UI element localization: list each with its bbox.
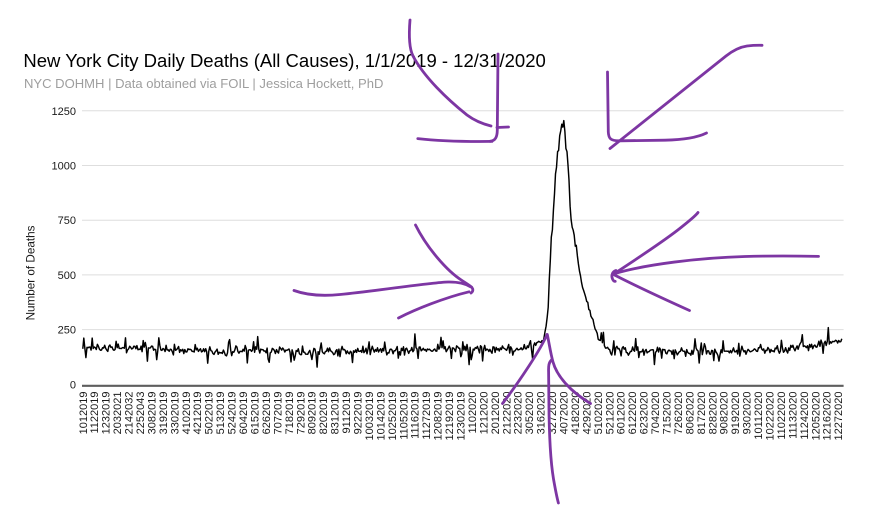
svg-text:11052019: 11052019 bbox=[398, 392, 410, 440]
svg-text:3162020: 3162020 bbox=[536, 392, 548, 435]
svg-text:6042019: 6042019 bbox=[238, 392, 250, 435]
svg-text:2232020: 2232020 bbox=[513, 392, 525, 435]
svg-text:10142019: 10142019 bbox=[375, 392, 387, 441]
svg-text:9192020: 9192020 bbox=[730, 392, 742, 435]
svg-text:1102020: 1102020 bbox=[467, 392, 479, 434]
svg-text:1000: 1000 bbox=[52, 161, 76, 173]
svg-text:7262020: 7262020 bbox=[673, 392, 685, 435]
svg-text:8282020: 8282020 bbox=[707, 392, 719, 435]
svg-text:12272020: 12272020 bbox=[833, 392, 845, 441]
svg-text:8092019: 8092019 bbox=[307, 392, 319, 435]
svg-text:7292019: 7292019 bbox=[295, 392, 307, 435]
svg-text:9082020: 9082020 bbox=[719, 392, 731, 435]
svg-text:750: 750 bbox=[58, 215, 76, 227]
svg-text:10112020: 10112020 bbox=[753, 392, 765, 440]
svg-text:NYC DOHMH | Data obtained via: NYC DOHMH | Data obtained via FOIL | Jes… bbox=[24, 76, 383, 91]
svg-text:6012020: 6012020 bbox=[616, 392, 628, 435]
svg-text:5132019: 5132019 bbox=[215, 392, 227, 435]
svg-text:6122020: 6122020 bbox=[627, 392, 639, 435]
svg-text:3052020: 3052020 bbox=[524, 392, 536, 435]
svg-text:11242020: 11242020 bbox=[799, 392, 811, 440]
svg-text:250: 250 bbox=[58, 325, 76, 337]
svg-text:2142032: 2142032 bbox=[124, 392, 136, 435]
svg-text:3302019: 3302019 bbox=[169, 392, 181, 435]
svg-text:7042020: 7042020 bbox=[650, 392, 662, 435]
svg-text:1012019: 1012019 bbox=[78, 392, 90, 435]
svg-text:1232019: 1232019 bbox=[101, 392, 113, 435]
svg-text:4072020: 4072020 bbox=[559, 392, 571, 435]
svg-text:12082019: 12082019 bbox=[433, 392, 445, 441]
svg-text:0: 0 bbox=[70, 379, 76, 391]
svg-text:11162019: 11162019 bbox=[410, 392, 422, 439]
svg-text:5212020: 5212020 bbox=[604, 392, 616, 435]
svg-text:7182019: 7182019 bbox=[284, 392, 296, 435]
svg-text:6232020: 6232020 bbox=[639, 392, 651, 435]
svg-text:7072019: 7072019 bbox=[272, 392, 284, 435]
svg-text:11132020: 11132020 bbox=[787, 392, 799, 439]
svg-text:2012020: 2012020 bbox=[490, 392, 502, 435]
svg-text:5242019: 5242019 bbox=[227, 392, 239, 435]
svg-text:1250: 1250 bbox=[52, 106, 76, 118]
svg-text:2252043: 2252043 bbox=[135, 392, 147, 435]
svg-text:9222019: 9222019 bbox=[353, 392, 365, 435]
svg-text:6262019: 6262019 bbox=[261, 392, 273, 435]
svg-text:10252019: 10252019 bbox=[387, 392, 399, 441]
svg-text:500: 500 bbox=[58, 270, 76, 282]
svg-text:8062020: 8062020 bbox=[684, 392, 696, 435]
svg-text:3082019: 3082019 bbox=[147, 392, 159, 435]
svg-text:1212020: 1212020 bbox=[478, 392, 490, 435]
svg-text:9302020: 9302020 bbox=[742, 392, 754, 435]
svg-text:12052020: 12052020 bbox=[810, 392, 822, 441]
svg-text:New York City Daily Deaths (Al: New York City Daily Deaths (All Causes),… bbox=[23, 50, 545, 71]
svg-text:3192019: 3192019 bbox=[158, 392, 170, 435]
svg-text:Number of Deaths: Number of Deaths bbox=[25, 225, 38, 320]
svg-text:10032019: 10032019 bbox=[364, 392, 376, 441]
svg-text:5102020: 5102020 bbox=[593, 392, 605, 435]
svg-text:4182020: 4182020 bbox=[570, 392, 582, 435]
svg-text:7152020: 7152020 bbox=[662, 392, 674, 435]
svg-text:2032021: 2032021 bbox=[112, 392, 124, 435]
svg-text:10222020: 10222020 bbox=[765, 392, 777, 441]
svg-text:9112019: 9112019 bbox=[341, 392, 353, 434]
svg-text:6152019: 6152019 bbox=[250, 392, 262, 435]
svg-text:12302019: 12302019 bbox=[456, 392, 468, 441]
svg-text:4102019: 4102019 bbox=[181, 392, 193, 435]
svg-text:11022020: 11022020 bbox=[776, 392, 788, 440]
svg-text:1122019: 1122019 bbox=[89, 392, 101, 434]
svg-text:8172020: 8172020 bbox=[696, 392, 708, 435]
svg-text:8312019: 8312019 bbox=[330, 392, 342, 435]
svg-text:12162020: 12162020 bbox=[822, 392, 834, 441]
svg-text:12192019: 12192019 bbox=[444, 392, 456, 441]
svg-text:8202019: 8202019 bbox=[318, 392, 330, 435]
svg-text:5022019: 5022019 bbox=[204, 392, 216, 435]
svg-text:11272019: 11272019 bbox=[421, 392, 433, 440]
svg-text:4212019: 4212019 bbox=[192, 392, 204, 435]
